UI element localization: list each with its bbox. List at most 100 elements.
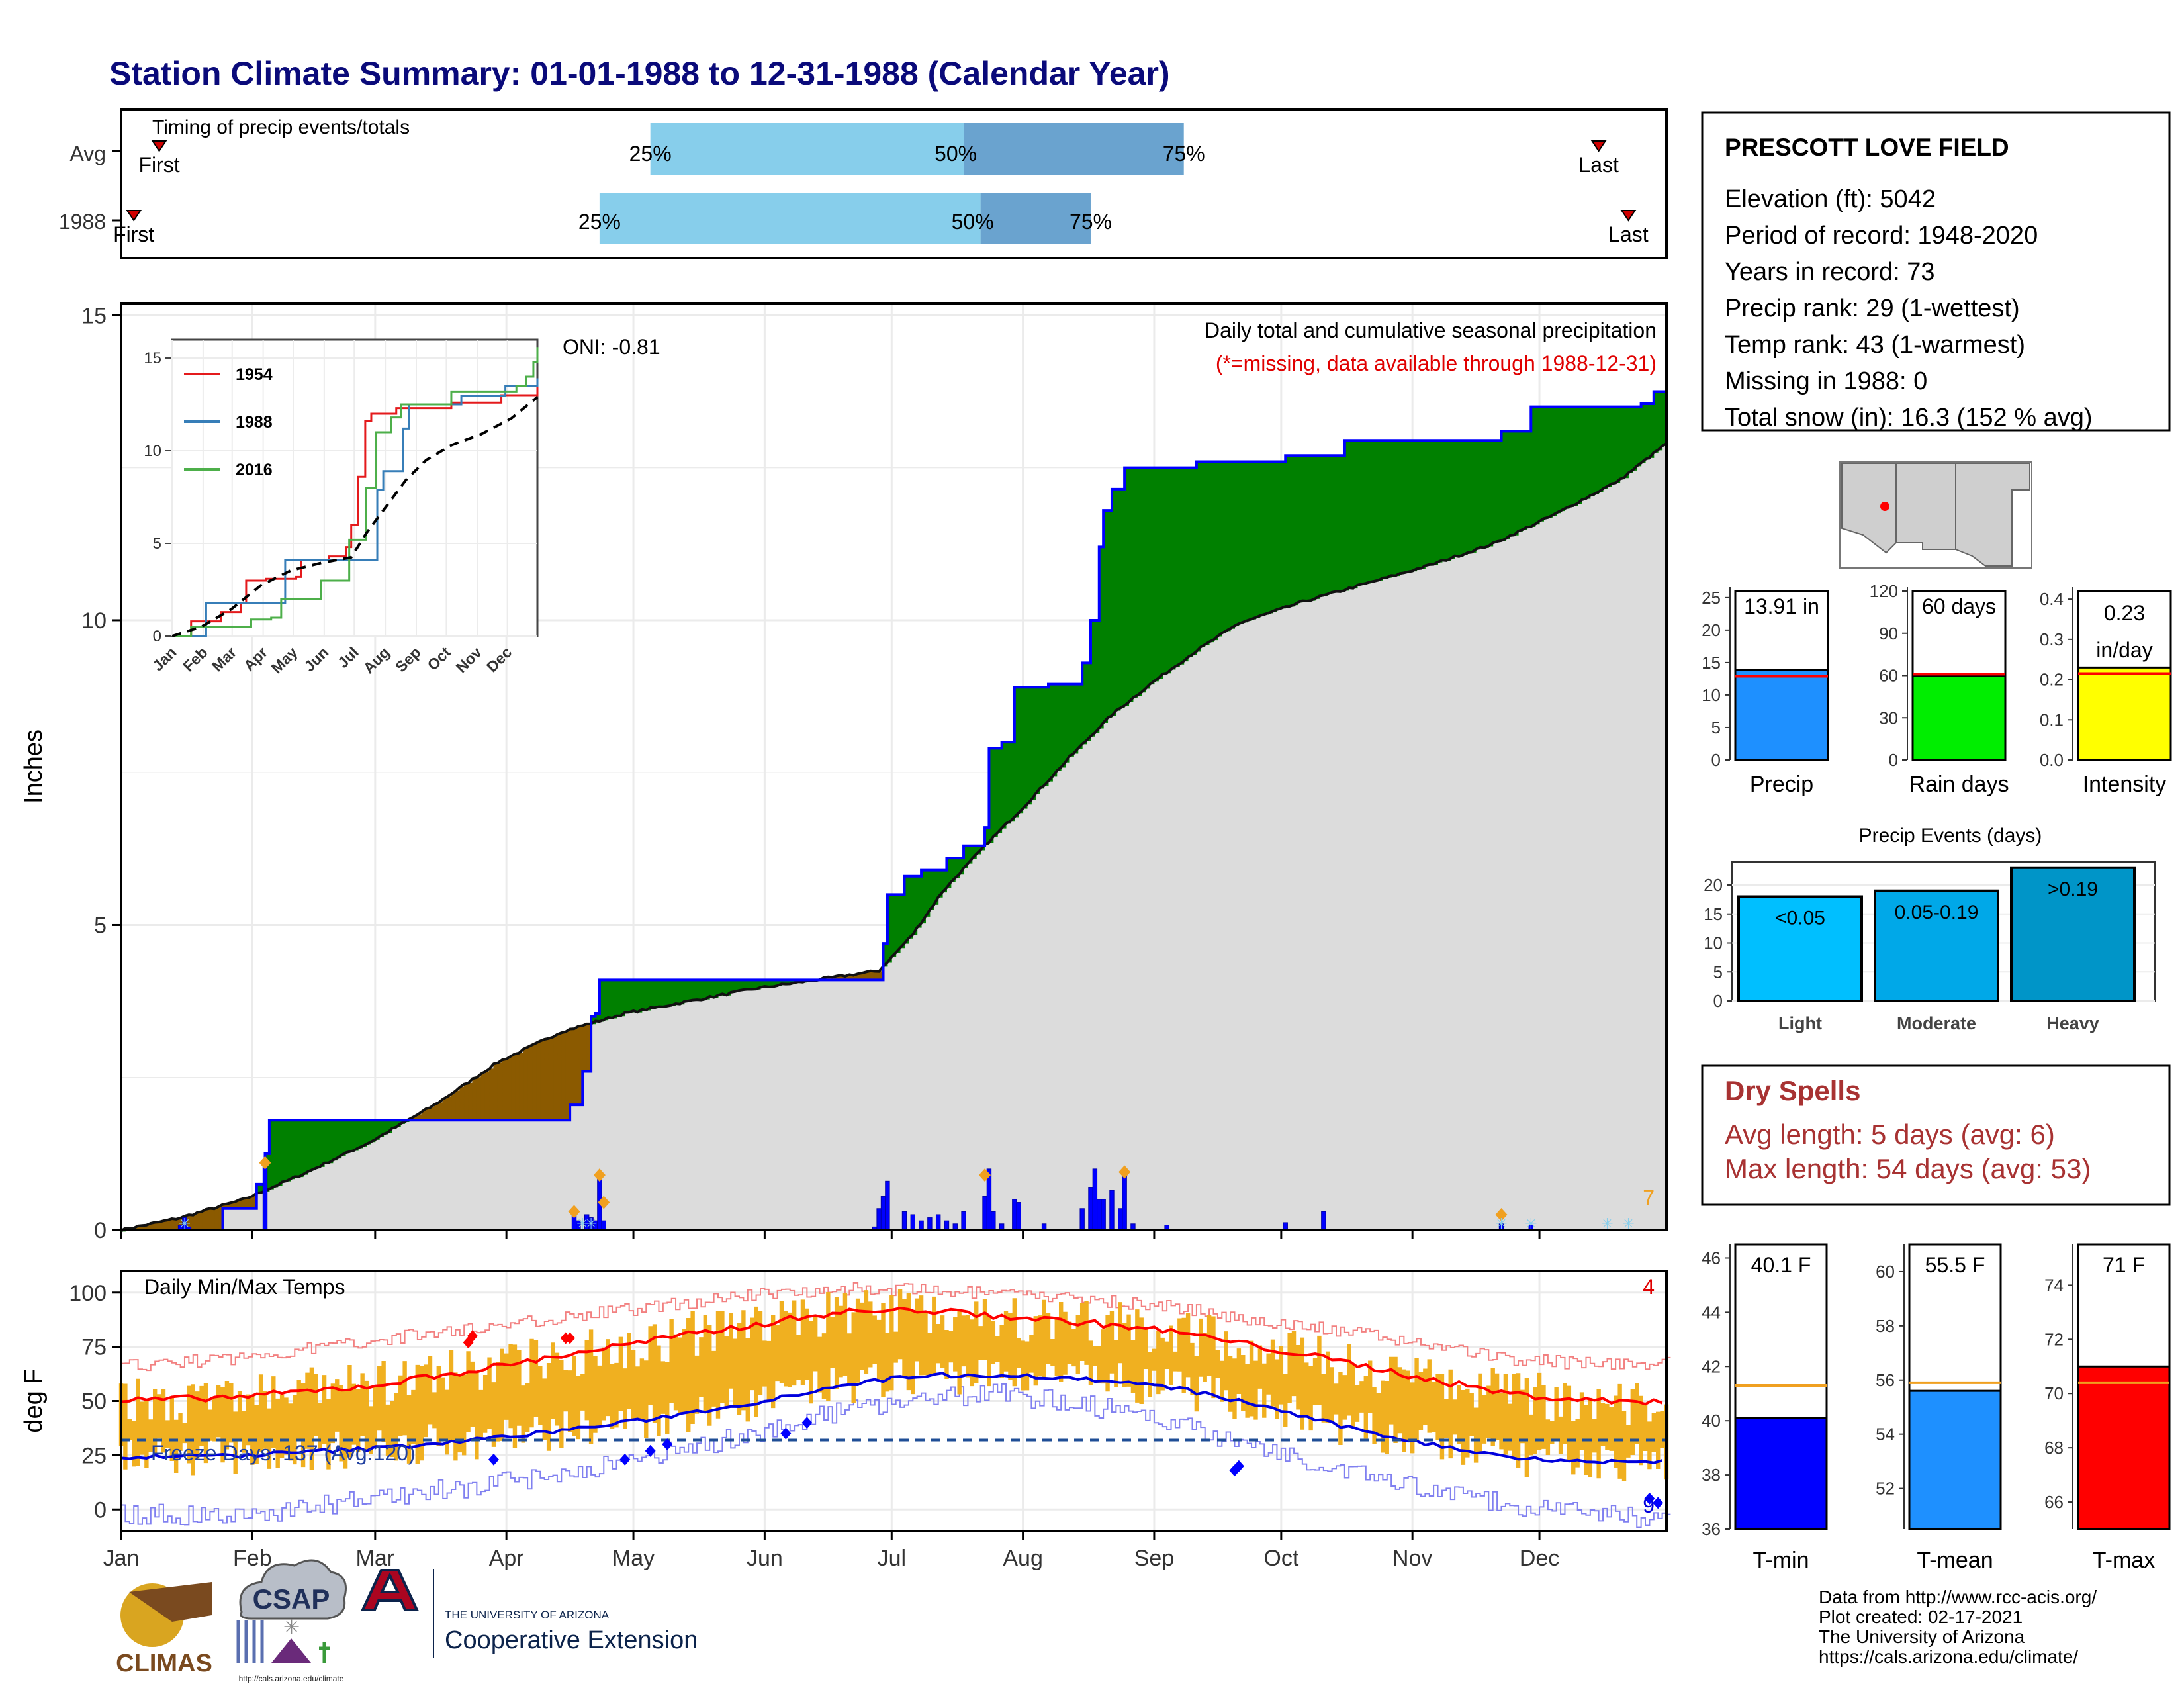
credit-line: Data from http://www.rcc-acis.org/ [1819, 1587, 2097, 1607]
inset-y-tick-label: 10 [144, 442, 161, 460]
inset-y-tick-label: 0 [153, 628, 161, 645]
daily-precip-bar [876, 1208, 882, 1231]
temp-x-tick-label: Jan [103, 1546, 140, 1571]
daily-precip-bar [1092, 1168, 1098, 1231]
snow-diamond-marker [1118, 1165, 1131, 1179]
record-low-marker [662, 1438, 673, 1450]
record-low-marker [801, 1417, 813, 1429]
credit-line: https://cals.arizona.edu/climate/ [1819, 1646, 2078, 1667]
small-bar-value-text: 13.91 in [1744, 594, 1819, 618]
timing-avg-last-marker [1590, 140, 1607, 152]
precip-y-tick-label: 10 [81, 608, 107, 633]
precip-y-tick-label: 5 [94, 913, 107, 938]
record-low-marker [1653, 1497, 1664, 1509]
temp-bar-label: T-max [2093, 1548, 2155, 1573]
temp-x-tick-label: Aug [1003, 1546, 1043, 1571]
small-bar-tick-label: 90 [1879, 624, 1898, 643]
snow-flake-icon: ✳ [1525, 1215, 1537, 1232]
record-high-marker [565, 1332, 576, 1344]
temp-x-tick-label: Oct [1263, 1546, 1298, 1571]
daily-precip-bar [1101, 1199, 1106, 1231]
daily-precip-bar [910, 1214, 915, 1231]
record-high-marker [467, 1330, 478, 1342]
station-line: Period of record: 1948-2020 [1725, 222, 2038, 250]
daily-precip-bar [927, 1217, 933, 1231]
small-bar-tick-label: 10 [1702, 685, 1721, 705]
timing-avg-q1-band [650, 123, 964, 175]
timing-row-avg: Avg [69, 142, 106, 165]
temp-bar-tick-label: 70 [2044, 1383, 2064, 1403]
record-high-count: 4 [1643, 1275, 1655, 1299]
footer-credits: Data from http://www.rcc-acis.org/ Plot … [1819, 1587, 2097, 1667]
temp-bar-tick-label: 40 [1702, 1411, 1721, 1430]
small-bar-tick-label: 0 [1889, 750, 1898, 770]
event-bar-label: >0.19 [2048, 878, 2098, 900]
temp-y-label: deg F [20, 1368, 48, 1432]
station-line: Total snow (in): 16.3 (152 % avg) [1725, 404, 2093, 432]
events-title: Precip Events (days) [1859, 825, 2042, 847]
timing-panel: Timing of precip events/totals Avg 1988 … [59, 108, 1668, 259]
rain-icon [236, 1620, 264, 1663]
temp-x-tick-label: Apr [489, 1546, 524, 1571]
temp-bar-value [1734, 1417, 1828, 1530]
normal-max-line [120, 1307, 1663, 1406]
event-category-label: Moderate [1897, 1013, 1976, 1033]
record-low-marker [619, 1453, 631, 1466]
locator-map [1839, 461, 2032, 569]
temp-bar-tick-label: 42 [1702, 1356, 1721, 1376]
temp-bar-tick-label: 58 [1876, 1316, 1895, 1336]
inset-series-line [172, 347, 539, 637]
snow-diamond-marker [1495, 1207, 1508, 1221]
daily-precip-bar [944, 1220, 950, 1231]
temp-x-tick-label: May [612, 1546, 655, 1571]
inset-legend-label: 1988 [236, 413, 273, 432]
csap-logo: CSAP ✳ http://cals.arizona.edu/climate [236, 1559, 347, 1683]
snow-diamond-marker [979, 1168, 991, 1182]
timing-avg-last-label: Last [1578, 153, 1619, 177]
daily-precip-bar [1016, 1202, 1021, 1231]
station-location-dot [1880, 502, 1889, 511]
freeze-days-label: Freeze Days: 137 (Avg:120) [151, 1441, 416, 1465]
station-frame [1701, 111, 2171, 432]
timing-avg-p50-label: 50% [934, 142, 977, 165]
station-name: PRESCOTT LOVE FIELD [1725, 134, 2009, 161]
timing-year-p25-label: 25% [578, 210, 621, 234]
temp-bar-tick-label: 68 [2044, 1438, 2064, 1458]
cloud-icon [239, 1559, 347, 1620]
snowflake-icon: ✳ [283, 1617, 300, 1638]
timing-year-q1-band [599, 193, 981, 244]
temp-y-tick-label: 50 [81, 1389, 107, 1415]
snow-flake-icon: ✳ [1495, 1215, 1507, 1232]
event-bar-label: 0.05-0.19 [1895, 902, 1979, 923]
small-bar-tick-label: 5 [1711, 718, 1721, 737]
snow-days-count: 7 [1643, 1186, 1655, 1209]
small-bar-tick-label: 0.1 [2040, 710, 2064, 729]
climas-wordmark: CLIMAS [116, 1650, 212, 1677]
small-bar-value [2077, 666, 2172, 761]
daily-precip-bar [1118, 1208, 1123, 1231]
temp-bar-value-text: 71 F [2103, 1253, 2145, 1277]
temp-bar-value [1908, 1389, 2002, 1530]
daily-precip-bar [935, 1214, 941, 1231]
precip-summary-bars: 0 5 10 15 20 25 13.91 in Precip 0 30 60 90 120 60 day… [1702, 581, 2172, 797]
record-low-marker [1233, 1460, 1244, 1472]
inset-legend-label: 1954 [236, 365, 273, 384]
daily-precip-bar [1012, 1199, 1017, 1231]
timing-avg-p75-label: 75% [1163, 142, 1205, 165]
record-low-marker [780, 1427, 792, 1440]
snow-diamond-marker [259, 1156, 271, 1170]
temp-bar-tick-label: 56 [1876, 1370, 1895, 1390]
timing-year-p50-label: 50% [952, 210, 994, 234]
map-new-mexico [1895, 463, 1956, 550]
daily-precip-bar [982, 1196, 987, 1231]
temp-bar-tick-label: 52 [1876, 1479, 1895, 1499]
small-bar-tick-label: 20 [1702, 620, 1721, 640]
csap-url: http://cals.arizona.edu/climate [239, 1674, 344, 1683]
daily-precip-bar [601, 1220, 606, 1231]
dry-spells-box: Dry Spells Avg length: 5 days (avg: 6) M… [1701, 1064, 2171, 1206]
small-bar-tick-label: 0 [1711, 750, 1721, 770]
temp-y-tick-label: 100 [69, 1281, 107, 1306]
mountain-icon [271, 1638, 311, 1663]
small-bar-value [1911, 675, 2007, 761]
